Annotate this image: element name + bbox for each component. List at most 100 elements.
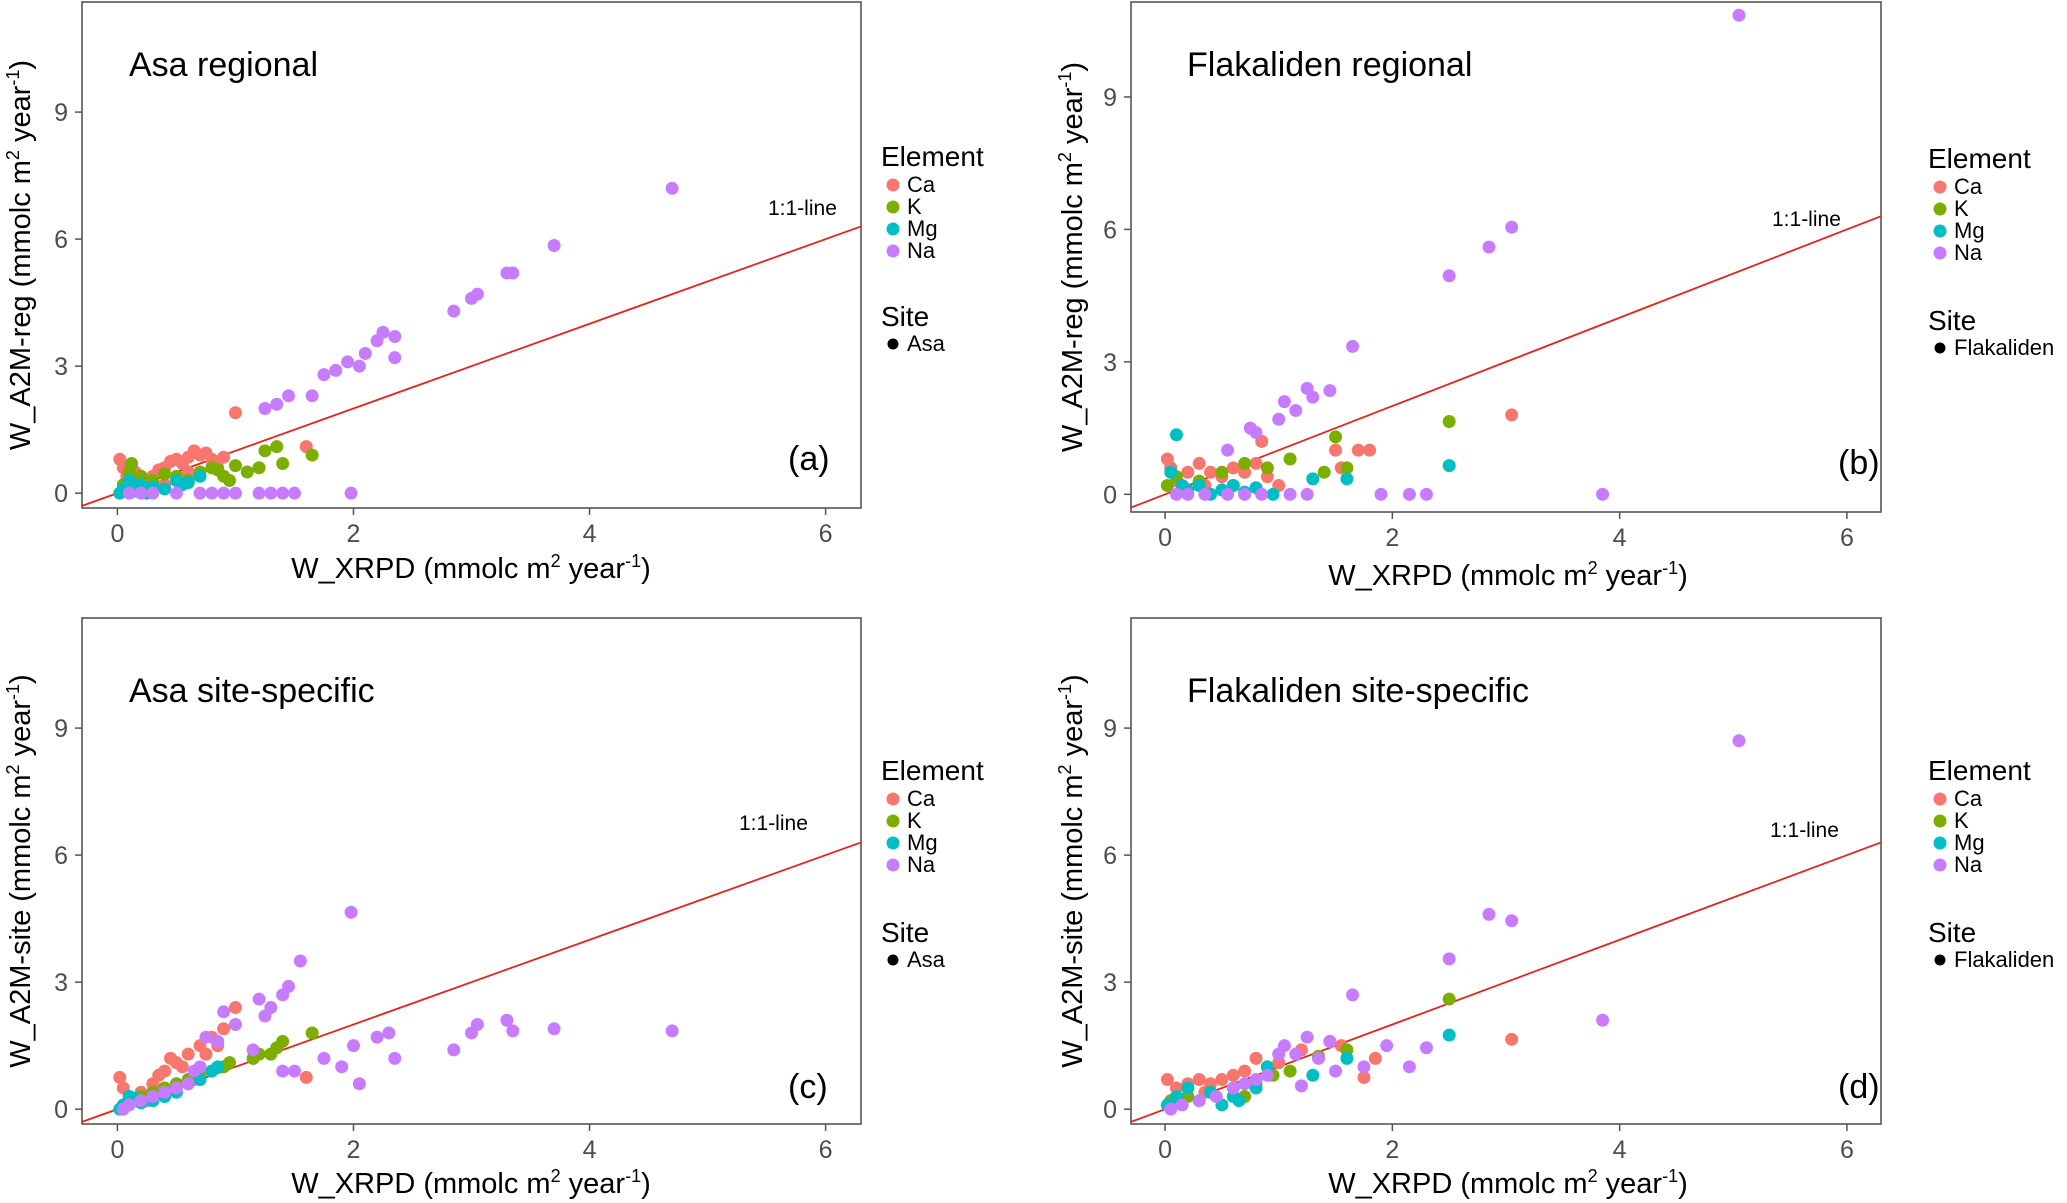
data-point-na [264, 1001, 278, 1015]
data-point-na [382, 1026, 396, 1040]
data-point-ca [1368, 1051, 1382, 1065]
data-point-na [1323, 1034, 1337, 1048]
data-point-ca [1226, 1068, 1240, 1082]
data-point-na [352, 1077, 366, 1091]
data-point-na [217, 1005, 231, 1019]
data-point-na [358, 346, 372, 360]
data-point-na [1596, 1013, 1610, 1027]
data-point-na [270, 397, 284, 411]
data-point-na [335, 1060, 349, 1074]
x-axis-label: W_XRPD (mmolc m2 year-1) [291, 551, 651, 585]
legend-key-mg [1933, 224, 1947, 238]
legend-item-label: K [907, 194, 922, 219]
legend-key-mg [1933, 836, 1947, 850]
panel-title: Asa site-specific [129, 672, 375, 710]
legend-key-k [1933, 202, 1947, 216]
legend-key-ca [886, 792, 900, 806]
data-point-ca [299, 1070, 313, 1084]
data-point-k [1329, 430, 1343, 444]
data-point-ca [1192, 456, 1206, 470]
y-tick-label: 3 [54, 353, 68, 381]
data-point-ca [199, 1047, 213, 1061]
panel-label: (b) [1838, 444, 1880, 482]
data-point-k [158, 467, 172, 481]
data-point-mg [158, 482, 172, 496]
data-point-na [447, 304, 461, 318]
line-label: 1:1-line [739, 812, 808, 835]
data-point-na [158, 1085, 172, 1099]
data-point-na [228, 1017, 242, 1031]
data-point-na [1272, 412, 1286, 426]
data-point-na [1221, 443, 1235, 457]
data-point-na [1505, 914, 1519, 928]
data-point-na [1169, 487, 1183, 501]
data-point-na [193, 1060, 207, 1074]
data-point-k [228, 459, 242, 473]
data-point-na [1374, 487, 1388, 501]
legend-key-k [886, 814, 900, 828]
x-tick-label: 4 [583, 520, 597, 548]
panel-label: (c) [788, 1068, 828, 1106]
data-point-na [1732, 8, 1746, 22]
data-point-na [665, 181, 679, 195]
data-point-na [134, 1094, 148, 1108]
data-point-na [1402, 487, 1416, 501]
data-point-na [447, 1043, 461, 1057]
legend-item-label: Na [907, 238, 936, 263]
data-point-k [252, 461, 266, 475]
data-point-ca [1505, 408, 1519, 422]
panel-b: Flakaliden regional (b) 1:1-line W_XRPD … [1055, 1, 2054, 592]
legend-item-label: Ca [1954, 174, 1983, 199]
y-tick-label: 6 [54, 842, 68, 870]
legend-key-na [886, 858, 900, 872]
legend-item-label: Na [1954, 852, 1983, 877]
data-point-ca [1192, 1073, 1206, 1087]
data-point-na [1300, 1030, 1314, 1044]
data-point-na [341, 355, 355, 369]
data-point-na [317, 368, 331, 382]
legend-site-label: Flakaliden [1954, 947, 2054, 972]
x-tick-label: 2 [1385, 524, 1399, 552]
data-point-ca [1351, 443, 1365, 457]
legend-key-ca [1933, 792, 1947, 806]
y-tick-label: 6 [54, 226, 68, 254]
data-point-mg [1442, 459, 1456, 473]
legend-site-title: Site [1928, 917, 1976, 948]
data-point-na [282, 389, 296, 403]
x-tick-label: 4 [583, 1136, 597, 1164]
data-point-na [1402, 1060, 1416, 1074]
data-point-na [352, 359, 366, 373]
data-point-ca [1505, 1032, 1519, 1046]
panel-c: Asa site-specific (c) 1:1-line W_XRPD (m… [3, 617, 984, 1200]
y-tick-label: 6 [1103, 842, 1117, 870]
panel-label: (a) [788, 440, 830, 478]
x-tick-label: 2 [347, 1136, 361, 1164]
legend-element-title: Element [1928, 143, 2031, 174]
data-point-na [547, 238, 561, 252]
data-point-ca [1249, 456, 1263, 470]
legend-site-key [1934, 342, 1946, 354]
data-point-na [1346, 988, 1360, 1002]
data-point-ca [1226, 461, 1240, 475]
x-tick-label: 4 [1613, 524, 1627, 552]
data-point-na [1260, 1068, 1274, 1082]
data-point-mg [1340, 472, 1354, 486]
legend-item-label: Mg [907, 830, 938, 855]
panel-title: Asa regional [129, 46, 318, 84]
data-point-mg [1232, 1094, 1246, 1108]
x-tick-label: 4 [1613, 1136, 1627, 1164]
data-point-mg [1306, 1068, 1320, 1082]
data-point-ca [217, 1022, 231, 1036]
x-tick-label: 0 [110, 1136, 124, 1164]
data-point-ca [1357, 1070, 1371, 1084]
data-point-na [193, 486, 207, 500]
legend-item-label: K [907, 808, 922, 833]
legend-item-label: Na [907, 852, 936, 877]
legend-item-label: Na [1954, 240, 1983, 265]
legend-site-label: Flakaliden [1954, 335, 2054, 360]
data-point-na [276, 486, 290, 500]
data-point-na [1419, 1041, 1433, 1055]
x-axis-label: W_XRPD (mmolc m2 year-1) [1328, 558, 1688, 592]
data-point-na [1164, 1102, 1178, 1116]
data-point-na [1181, 487, 1195, 501]
